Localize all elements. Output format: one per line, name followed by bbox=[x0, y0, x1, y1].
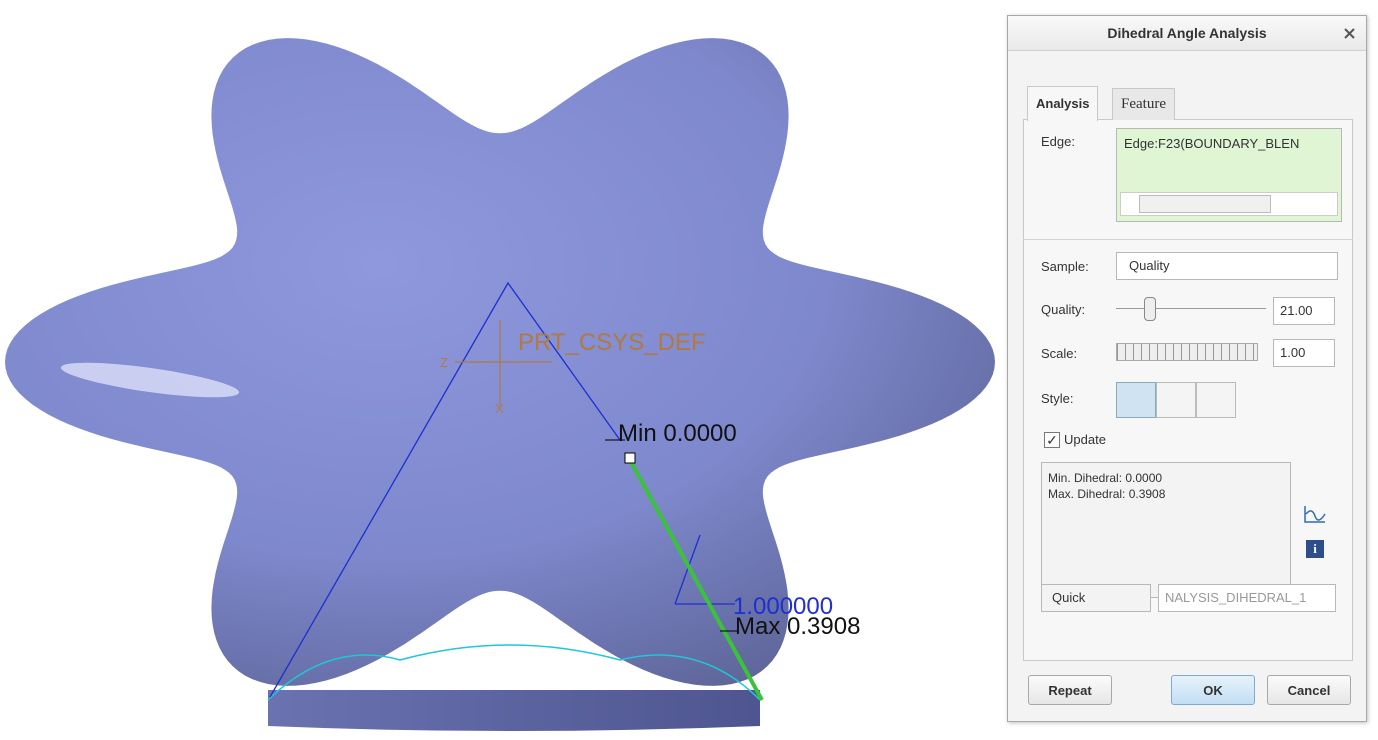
min-label: Min 0.0000 bbox=[618, 420, 737, 447]
page: Z X PRT_CSYS_DEF Min 0.0000 1.000000 Max… bbox=[0, 0, 1378, 740]
slider-thumb[interactable] bbox=[1144, 297, 1156, 321]
checkbox[interactable]: ✓ bbox=[1044, 432, 1060, 448]
axis-label: X bbox=[495, 401, 504, 416]
label: Style: bbox=[1041, 391, 1074, 406]
style-button[interactable] bbox=[1196, 382, 1236, 418]
quality-input[interactable]: 21.00 bbox=[1273, 297, 1335, 325]
scroll-thumb[interactable] bbox=[1139, 195, 1271, 213]
model-viewport: Z X PRT_CSYS_DEF Min 0.0000 1.000000 Max… bbox=[0, 0, 1000, 740]
mode-dropdown[interactable]: Quick bbox=[1041, 584, 1151, 612]
dialog: Dihedral Angle Analysis Analysis Feature… bbox=[1007, 15, 1367, 722]
label: Scale: bbox=[1041, 346, 1077, 361]
max-label: Max 0.3908 bbox=[735, 613, 860, 640]
edge-value: Edge:F23(BOUNDARY_BLEN bbox=[1124, 136, 1299, 151]
result: Max. Dihedral: 0.3908 bbox=[1048, 487, 1165, 501]
sample-dropdown[interactable]: Quality bbox=[1116, 252, 1338, 280]
axis-label: Z bbox=[440, 355, 448, 370]
cancel-button[interactable]: Cancel bbox=[1267, 675, 1351, 705]
info-icon[interactable]: i bbox=[1306, 540, 1324, 558]
checkbox-label: Update bbox=[1064, 432, 1106, 447]
feature-name-input[interactable]: NALYSIS_DIHEDRAL_1 bbox=[1158, 584, 1336, 612]
graph-icon[interactable] bbox=[1304, 504, 1326, 524]
scale-wheel[interactable] bbox=[1116, 343, 1258, 361]
tab[interactable]: Feature bbox=[1112, 88, 1175, 120]
tab[interactable]: Analysis bbox=[1027, 86, 1098, 121]
ok-button[interactable]: OK bbox=[1171, 675, 1255, 705]
separator bbox=[1023, 239, 1353, 240]
style-button[interactable] bbox=[1116, 382, 1156, 418]
label: Edge: bbox=[1041, 134, 1075, 149]
repeat-button[interactable]: Repeat bbox=[1028, 675, 1112, 705]
label: Quality: bbox=[1041, 302, 1085, 317]
csys-label: PRT_CSYS_DEF bbox=[518, 329, 706, 356]
scale-input[interactable]: 1.00 bbox=[1273, 339, 1335, 367]
dialog-title: Dihedral Angle Analysis bbox=[1008, 16, 1366, 51]
base-slab bbox=[268, 690, 760, 731]
label: Sample: bbox=[1041, 259, 1089, 274]
slider-track bbox=[1116, 308, 1266, 309]
result: Min. Dihedral: 0.0000 bbox=[1048, 471, 1162, 485]
close-button[interactable] bbox=[1344, 28, 1355, 39]
edge-handle bbox=[625, 453, 635, 463]
style-button[interactable] bbox=[1156, 382, 1196, 418]
